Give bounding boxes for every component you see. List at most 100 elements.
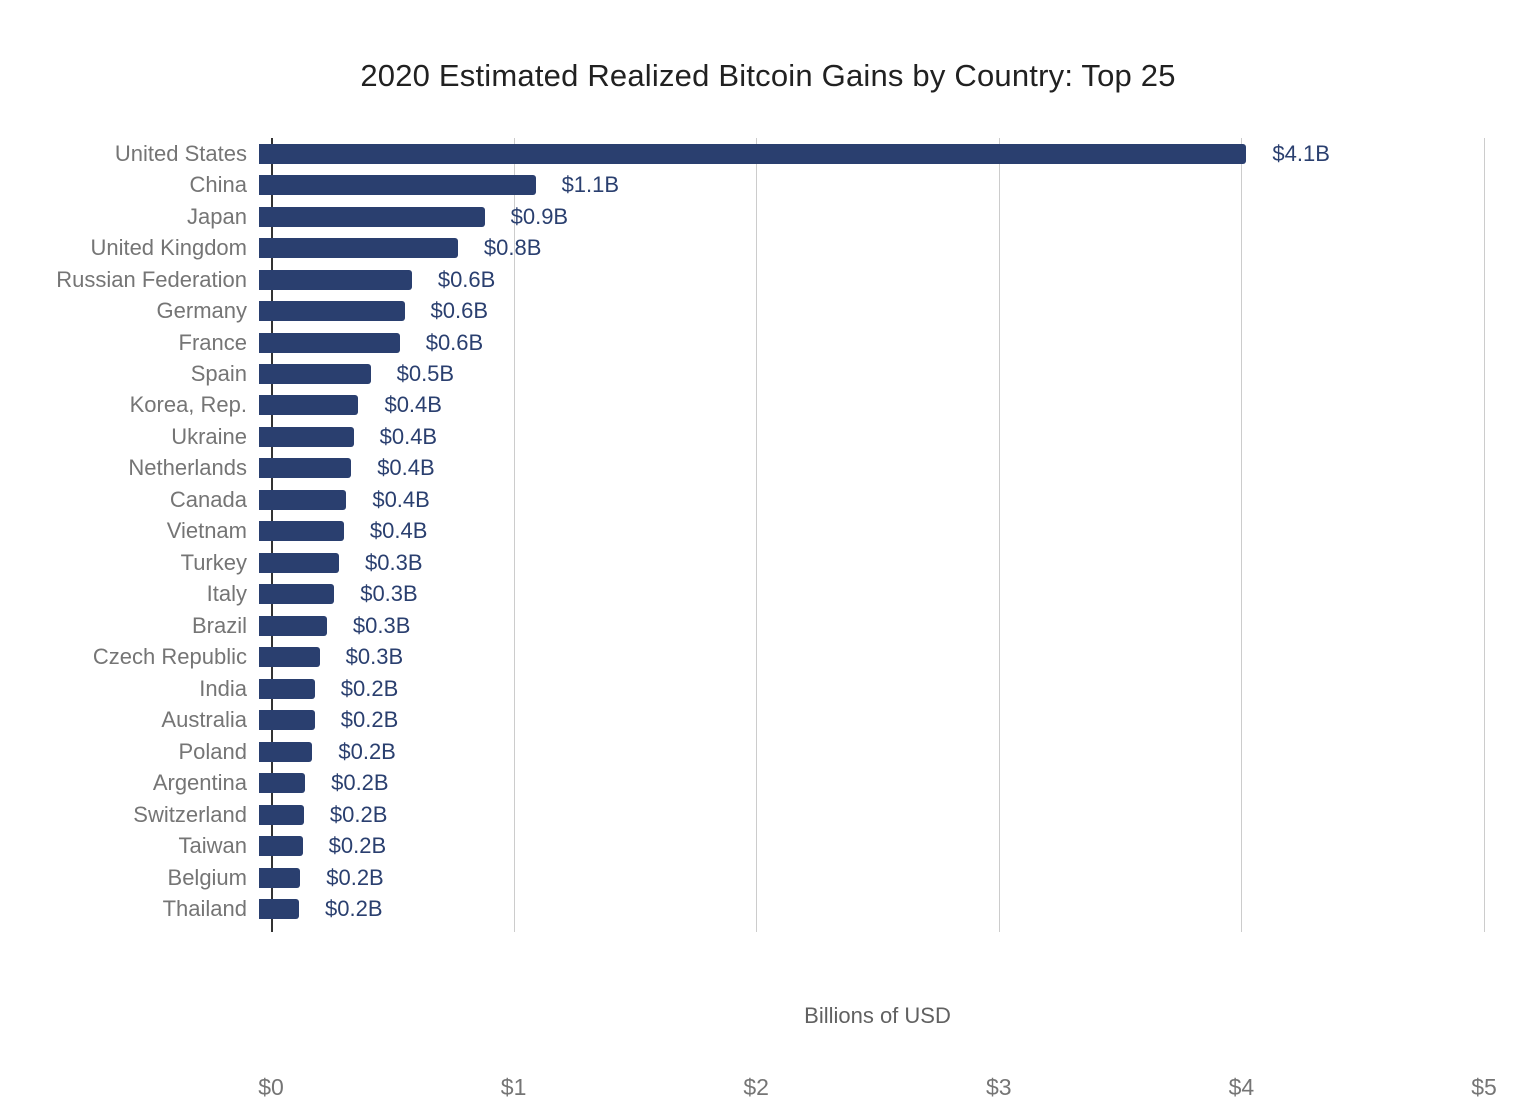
- value-label: $0.3B: [345, 644, 404, 670]
- bar-row: Poland $0.2B: [0, 736, 1536, 767]
- value-label: $0.2B: [325, 895, 383, 921]
- bar: [259, 773, 306, 794]
- category-label: Japan: [187, 203, 247, 229]
- bar-track: $0.4B: [259, 484, 1472, 515]
- x-tick-label: $4: [1228, 1074, 1255, 1100]
- bar: [259, 647, 320, 668]
- chart-title: 2020 Estimated Realized Bitcoin Gains by…: [360, 58, 1176, 93]
- value-label: $0.6B: [437, 266, 496, 292]
- bar: [259, 301, 405, 322]
- x-tick-label: $5: [1471, 1074, 1497, 1100]
- bar-track: $0.3B: [259, 547, 1472, 578]
- bar-track: $0.6B: [259, 327, 1472, 358]
- bar: [259, 489, 347, 510]
- bar-row: Australia $0.2B: [0, 704, 1536, 735]
- value-label: $0.4B: [369, 518, 428, 544]
- bar-row: Vietnam $0.4B: [0, 516, 1536, 547]
- bar: [259, 143, 1247, 164]
- bar: [259, 175, 536, 196]
- bar-row: Spain $0.5B: [0, 358, 1536, 389]
- gridline: [1241, 138, 1243, 932]
- bar-row: Italy $0.3B: [0, 579, 1536, 610]
- category-label: France: [178, 329, 247, 355]
- value-label: $0.3B: [365, 549, 423, 575]
- bar-track: $0.2B: [259, 799, 1472, 830]
- bar: [259, 269, 412, 290]
- value-label: $0.2B: [328, 833, 387, 859]
- bar-track: $0.2B: [259, 862, 1472, 893]
- bar-row: Turkey $0.3B: [0, 547, 1536, 578]
- value-label: $4.1B: [1272, 140, 1330, 166]
- value-label: $0.6B: [430, 298, 489, 324]
- bar: [259, 206, 485, 227]
- value-label: $0.2B: [340, 707, 399, 733]
- bar-row: Thailand $0.2B: [0, 893, 1536, 924]
- bar: [259, 458, 352, 479]
- bar-track: $0.6B: [259, 295, 1472, 326]
- bar: [259, 615, 327, 636]
- bar: [259, 364, 371, 385]
- value-label: $0.2B: [338, 738, 396, 764]
- category-label: Korea, Rep.: [129, 392, 247, 418]
- value-label: $0.2B: [326, 864, 384, 890]
- bar: [259, 552, 340, 573]
- bar-track: $0.6B: [259, 264, 1472, 295]
- value-label: $0.2B: [340, 675, 399, 701]
- bar-track: $0.2B: [259, 736, 1472, 767]
- category-label: India: [199, 675, 247, 701]
- bar: [259, 836, 303, 857]
- category-label: Taiwan: [178, 833, 247, 859]
- bar-row: Czech Republic $0.3B: [0, 642, 1536, 673]
- bar: [259, 710, 315, 731]
- bar-track: $0.2B: [259, 830, 1472, 861]
- category-label: Russian Federation: [56, 266, 247, 292]
- bar-row: Brazil $0.3B: [0, 610, 1536, 641]
- bar-row: Japan $0.9B: [0, 201, 1536, 232]
- bar: [259, 867, 301, 888]
- category-label: Germany: [156, 298, 247, 324]
- category-label: Turkey: [180, 549, 247, 575]
- x-tick-label: $0: [258, 1074, 284, 1100]
- gridline: [998, 138, 1000, 932]
- value-label: $0.9B: [510, 203, 569, 229]
- bar-row: Ukraine $0.4B: [0, 421, 1536, 452]
- category-label: Switzerland: [133, 801, 247, 827]
- bar-row: France $0.6B: [0, 327, 1536, 358]
- bar-track: $0.4B: [259, 421, 1472, 452]
- value-label: $0.2B: [331, 770, 389, 796]
- bar-track: $4.1B: [259, 138, 1472, 169]
- gridline: [756, 138, 758, 932]
- bar-row: China $1.1B: [0, 169, 1536, 200]
- bar-track: $0.4B: [259, 453, 1472, 484]
- category-label: Argentina: [152, 770, 247, 796]
- bar-row: Germany $0.6B: [0, 295, 1536, 326]
- bar-row: Belgium $0.2B: [0, 862, 1536, 893]
- x-tick-label: $3: [986, 1074, 1012, 1100]
- category-label: Spain: [190, 361, 247, 387]
- bar-track: $0.2B: [259, 893, 1472, 924]
- bar-row: United States $4.1B: [0, 138, 1536, 169]
- bar-track: $0.3B: [259, 610, 1472, 641]
- value-label: $0.4B: [384, 392, 442, 418]
- value-label: $0.6B: [425, 329, 484, 355]
- category-label: Thailand: [162, 895, 247, 921]
- gridline: [513, 138, 515, 932]
- category-label: Czech Republic: [92, 644, 247, 670]
- category-label: Netherlands: [128, 455, 247, 481]
- gridline: [1484, 138, 1485, 932]
- value-label: $0.2B: [329, 801, 388, 827]
- category-label: United Kingdom: [90, 235, 247, 261]
- bar-row: Russian Federation $0.6B: [0, 264, 1536, 295]
- x-axis-title: Billions of USD: [804, 1003, 951, 1028]
- bar: [259, 584, 335, 605]
- bar: [259, 898, 300, 919]
- value-label: $0.5B: [396, 361, 455, 387]
- value-label: $0.3B: [360, 581, 418, 607]
- bar: [259, 521, 344, 542]
- bar-row: India $0.2B: [0, 673, 1536, 704]
- category-label: Australia: [161, 707, 247, 733]
- bar-row: United Kingdom $0.8B: [0, 232, 1536, 263]
- bar-track: $0.2B: [259, 673, 1472, 704]
- value-label: $0.4B: [379, 423, 438, 449]
- bar-track: $0.2B: [259, 767, 1472, 798]
